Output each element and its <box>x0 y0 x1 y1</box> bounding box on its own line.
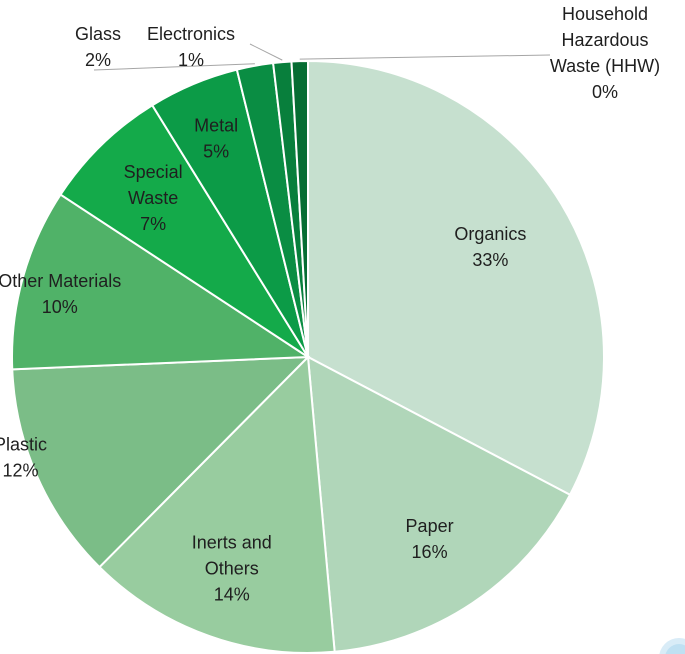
slice-percent-label: 10% <box>42 297 78 317</box>
slice-label-household-hazardous-waste-hhw: Household Hazardous Waste (HHW) 0% <box>550 4 660 102</box>
pie-slice-organics <box>307 59 605 497</box>
slice-percent-label: 12% <box>3 460 39 480</box>
corner-logo-fragment <box>643 630 685 654</box>
slice-name-label: Other Materials <box>0 271 121 291</box>
slice-label-special-waste: Special Waste 7% <box>124 162 183 234</box>
slice-label-plastic: Plastic 12% <box>0 434 47 480</box>
slice-label-electronics: Electronics 1% <box>147 24 235 70</box>
slice-name-label: Metal <box>194 116 238 136</box>
slice-labels: Organics 33% Paper 16% Inerts and Others 14% Pl… <box>0 4 660 605</box>
slice-name-label: Inerts and <box>192 533 272 553</box>
pie-slice-other-materials <box>11 193 312 371</box>
pie-slice-household-hazardous-waste-hhw <box>290 59 309 358</box>
slice-name-label: Paper <box>406 516 454 536</box>
slice-percent-label: 16% <box>412 542 448 562</box>
slice-name-label: Household <box>562 4 648 24</box>
slice-percent-label: 14% <box>214 585 250 605</box>
slice-percent-label: 0% <box>592 82 618 102</box>
slice-name-label: Electronics <box>147 24 235 44</box>
pie-slice-inerts-and-others <box>98 354 336 654</box>
slice-percent-label: 7% <box>140 214 166 234</box>
leader-line-household-hazardous-waste-hhw <box>299 54 551 60</box>
slice-label-glass: Glass 2% <box>75 24 121 70</box>
slice-label-inerts-and-others: Inerts and Others 14% <box>192 533 272 605</box>
slice-name-label: Glass <box>75 24 121 44</box>
leader-line-glass <box>93 63 255 71</box>
slice-label-other-materials: Other Materials 10% <box>0 271 121 317</box>
slice-percent-label: 33% <box>472 250 508 270</box>
slice-percent-label: 5% <box>203 142 229 162</box>
pie-slice-paper <box>306 355 572 653</box>
leader-lines <box>93 43 551 71</box>
leader-line-electronics <box>249 43 283 61</box>
slice-label-organics: Organics 33% <box>454 224 526 270</box>
slice-name-label: Waste <box>128 188 178 208</box>
slice-name-label: Plastic <box>0 434 47 454</box>
slice-name-label: Special <box>124 162 183 182</box>
slice-percent-label: 2% <box>85 50 111 70</box>
pie-slices <box>11 59 605 654</box>
slice-percent-label: 1% <box>178 50 204 70</box>
slice-name-label: Hazardous <box>561 30 648 50</box>
slice-label-metal: Metal 5% <box>194 116 238 162</box>
slice-name-label: Waste (HHW) <box>550 56 660 76</box>
slice-name-label: Organics <box>454 224 526 244</box>
slice-label-paper: Paper 16% <box>406 516 454 562</box>
pie-slice-special-waste <box>59 103 309 358</box>
pie-slice-plastic <box>11 355 311 569</box>
slice-name-label: Others <box>205 559 259 579</box>
